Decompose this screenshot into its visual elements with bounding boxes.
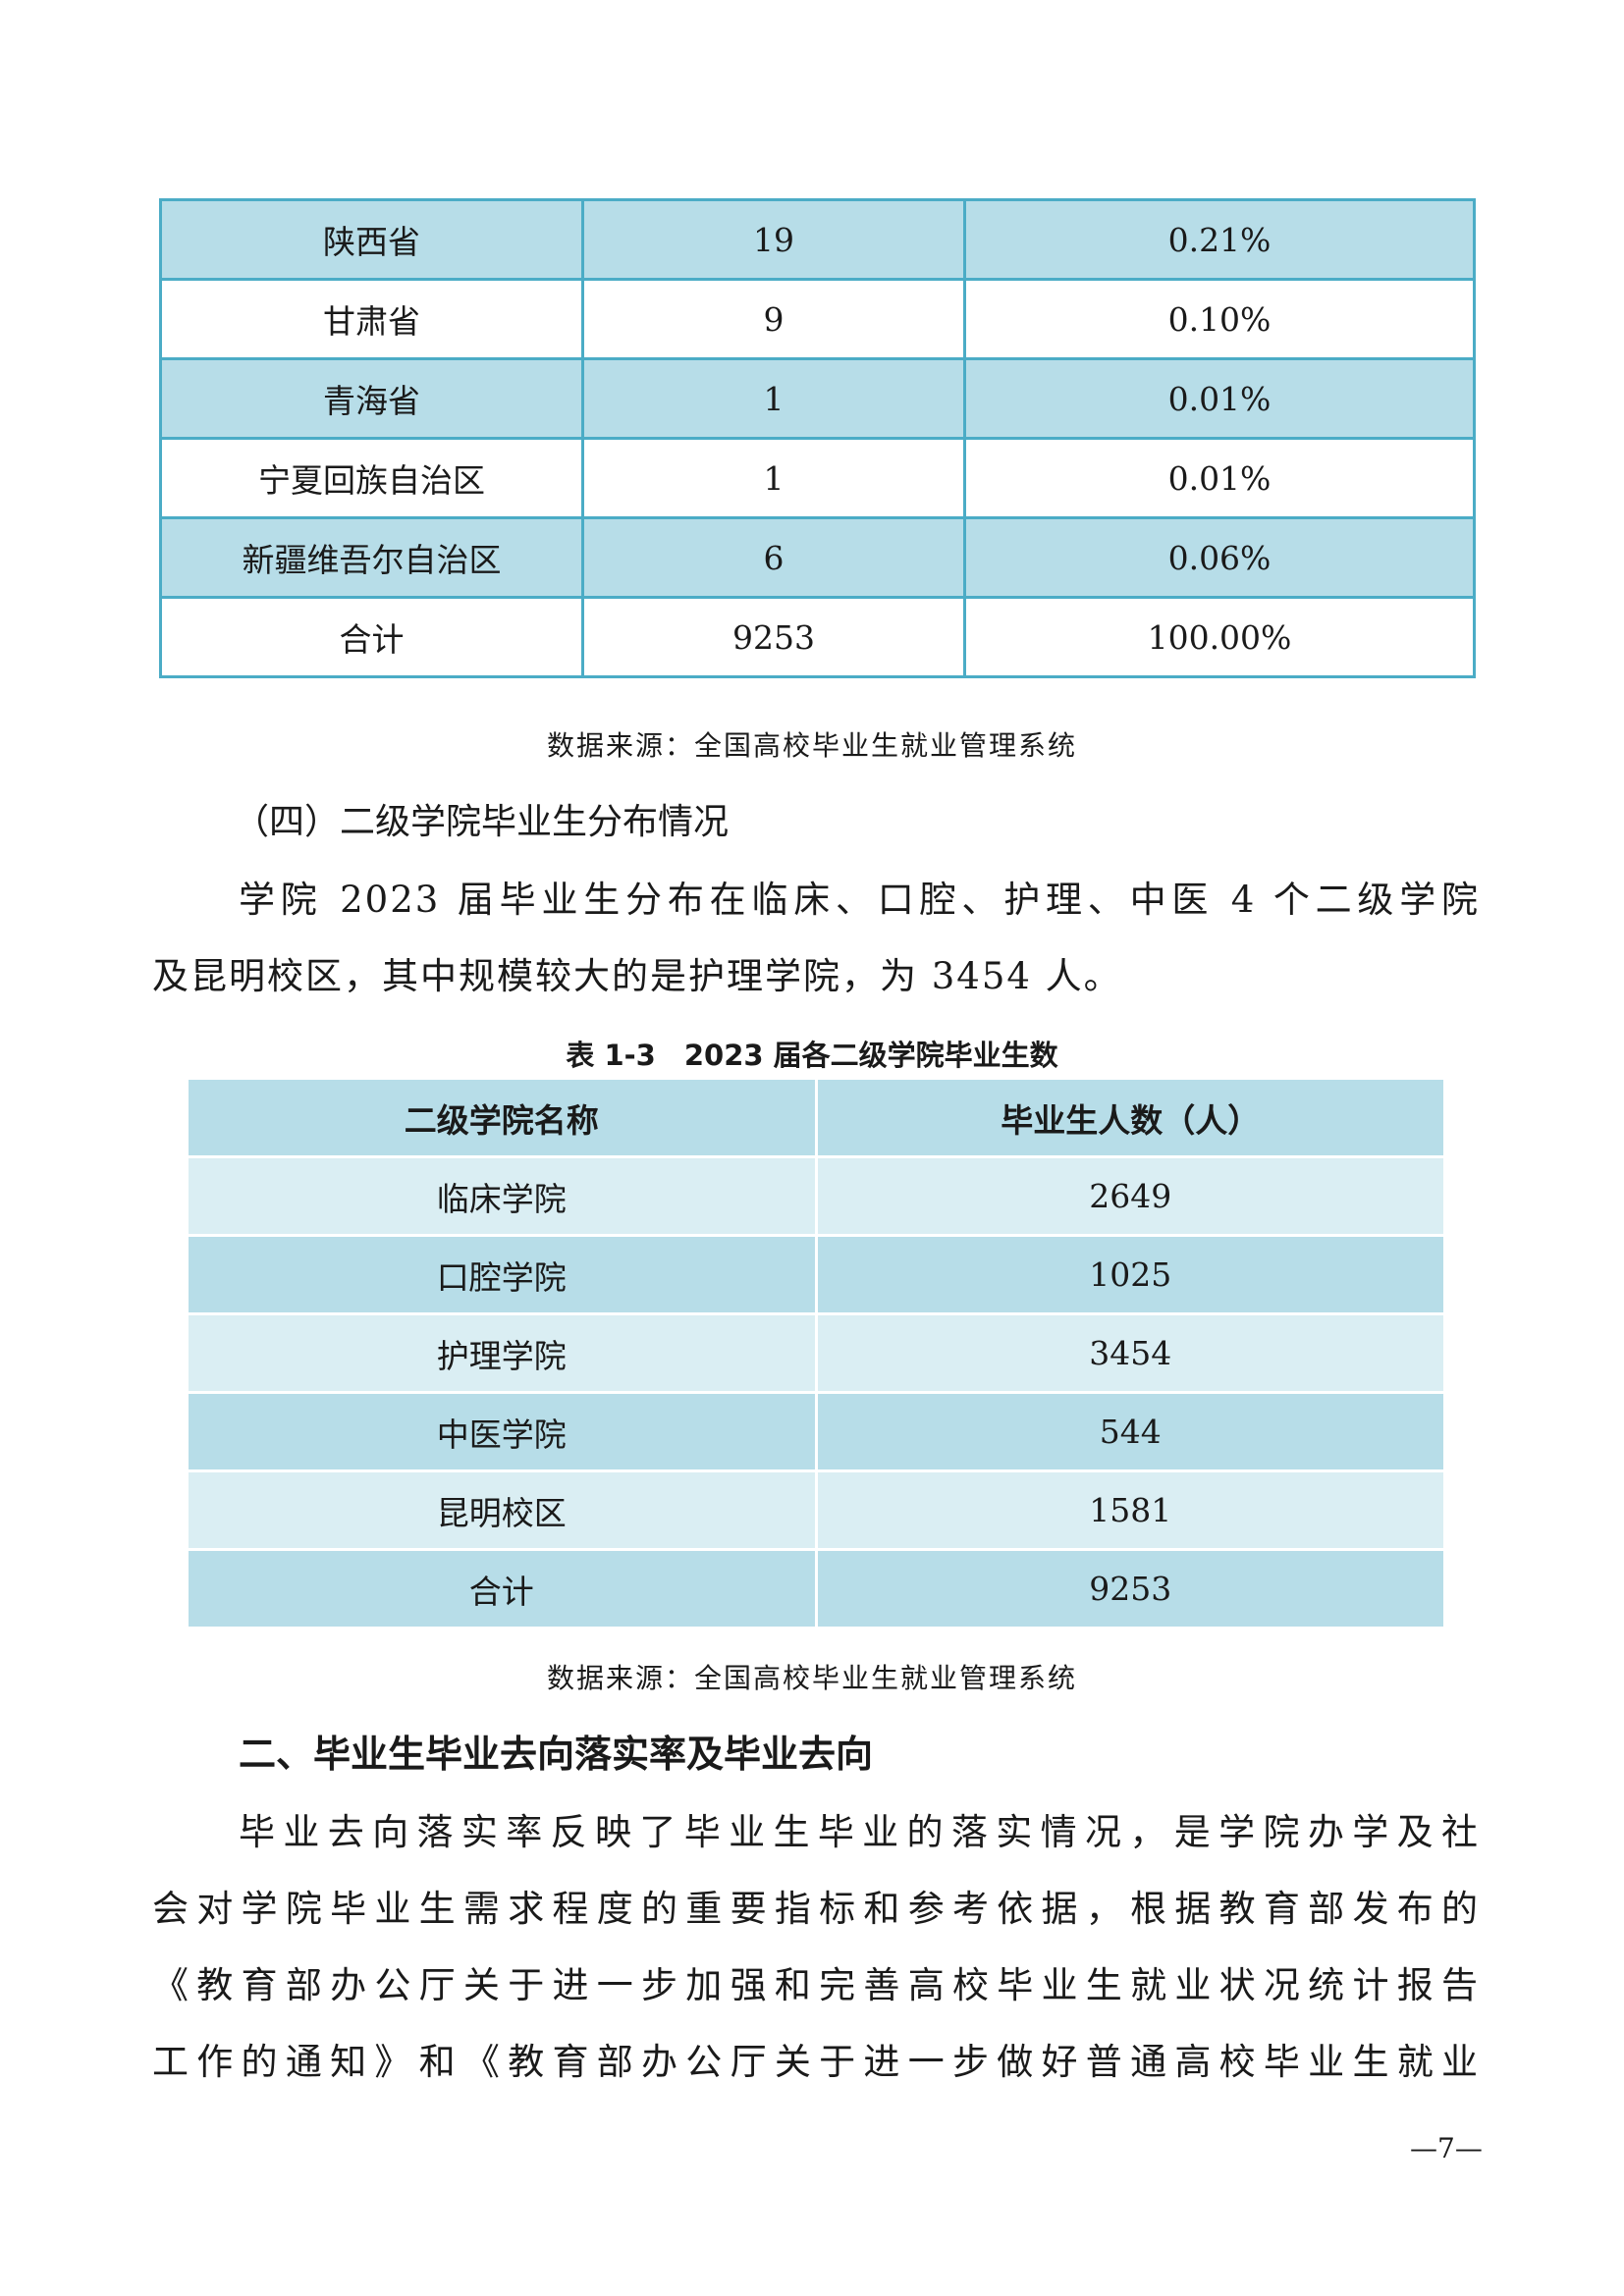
table2-title: 表 1-3 2023 届各二级学院毕业生数 — [566, 1039, 1058, 1072]
cell-region: 新疆维吾尔自治区 — [159, 516, 584, 599]
cell-count: 1581 — [816, 1470, 1443, 1551]
cell-count: 3454 — [816, 1313, 1443, 1394]
table2-source: 数据来源：全国高校毕业生就业管理系统 — [546, 1662, 1077, 1694]
paragraph-line: 工作的通知》和《教育部办公厅关于进一步做好普通高校毕业生就业 — [152, 2041, 1480, 2083]
table-row: 口腔学院 1025 — [189, 1235, 1443, 1315]
table-row: 青海省 1 0.01% — [159, 357, 1476, 440]
table-row: 宁夏回族自治区 1 0.01% — [159, 437, 1476, 519]
cell-count: 1 — [581, 437, 966, 519]
table-row: 护理学院 3454 — [189, 1313, 1443, 1394]
cell-pct: 0.21% — [963, 198, 1476, 281]
cell-pct: 0.01% — [963, 437, 1476, 519]
cell-name: 临床学院 — [189, 1156, 818, 1237]
table-row: 临床学院 2649 — [189, 1156, 1443, 1237]
cell-name: 口腔学院 — [189, 1235, 818, 1315]
paragraph-line: 学院 2023 届毕业生分布在临床、口腔、护理、中医 4 个二级学院 — [239, 879, 1480, 921]
column-header: 二级学院名称 — [189, 1080, 818, 1158]
cell-region: 青海省 — [159, 357, 584, 440]
cell-pct: 100.00% — [963, 596, 1476, 678]
paragraph-line: 会对学院毕业生需求程度的重要指标和参考依据，根据教育部发布的 — [152, 1888, 1480, 1930]
table-row: 合计 9253 100.00% — [159, 596, 1476, 678]
cell-pct: 0.01% — [963, 357, 1476, 440]
province-distribution-table: 陕西省 19 0.21% 甘肃省 9 0.10% 青海省 1 0.01% 宁夏回族自治区 1 0.01… — [159, 198, 1476, 678]
paragraph-line: 毕业去向落实率反映了毕业生毕业的落实情况，是学院办学及社 — [239, 1811, 1480, 1853]
cell-name: 合计 — [189, 1549, 818, 1629]
table-row: 昆明校区 1581 — [189, 1470, 1443, 1551]
cell-name: 昆明校区 — [189, 1470, 818, 1551]
cell-region: 宁夏回族自治区 — [159, 437, 584, 519]
cell-pct: 0.06% — [963, 516, 1476, 599]
cell-count: 2649 — [816, 1156, 1443, 1237]
page-number: —7— — [1410, 2132, 1483, 2164]
cell-count: 9253 — [816, 1549, 1443, 1629]
paragraph-line: 及昆明校区，其中规模较大的是护理学院，为 3454 人。 — [152, 955, 1122, 997]
table-row: 中医学院 544 — [189, 1392, 1443, 1472]
cell-count: 544 — [816, 1392, 1443, 1472]
paragraph-line: 《教育部办公厅关于进一步加强和完善高校毕业生就业状况统计报告 — [152, 1964, 1480, 2006]
section4-heading: （四）二级学院毕业生分布情况 — [234, 802, 730, 842]
cell-region: 合计 — [159, 596, 584, 678]
section2-heading: 二、毕业生毕业去向落实率及毕业去向 — [239, 1733, 874, 1776]
table-row: 陕西省 19 0.21% — [159, 198, 1476, 281]
cell-name: 护理学院 — [189, 1313, 818, 1394]
cell-count: 9253 — [581, 596, 966, 678]
cell-count: 9 — [581, 278, 966, 360]
cell-region: 甘肃省 — [159, 278, 584, 360]
table-row: 甘肃省 9 0.10% — [159, 278, 1476, 360]
cell-count: 19 — [581, 198, 966, 281]
cell-count: 1025 — [816, 1235, 1443, 1315]
cell-region: 陕西省 — [159, 198, 584, 281]
college-graduates-table: 二级学院名称 毕业生人数（人） 临床学院 2649 口腔学院 1025 护理学院 3454… — [189, 1080, 1443, 1629]
table-row: 合计 9253 — [189, 1549, 1443, 1629]
table1-source: 数据来源：全国高校毕业生就业管理系统 — [546, 729, 1077, 762]
column-header: 毕业生人数（人） — [816, 1080, 1443, 1158]
table-row: 新疆维吾尔自治区 6 0.06% — [159, 516, 1476, 599]
cell-count: 6 — [581, 516, 966, 599]
cell-pct: 0.10% — [963, 278, 1476, 360]
cell-name: 中医学院 — [189, 1392, 818, 1472]
cell-count: 1 — [581, 357, 966, 440]
